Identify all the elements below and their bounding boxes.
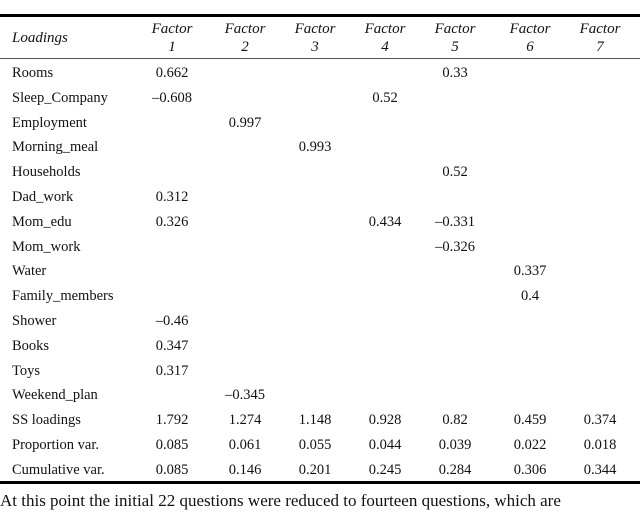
column-header-factor-3: Factor 3: [280, 20, 350, 56]
cell-value: 0.284: [438, 461, 472, 478]
table-row: Shower –0.46: [0, 309, 640, 334]
row-label: Shower: [12, 313, 57, 329]
cell-value: 0.997: [228, 114, 262, 131]
row-label: Rooms: [12, 65, 54, 81]
row-label: Mom_edu: [12, 213, 72, 230]
table-row: Cumulative var. 0.085 0.146 0.201 0.245 0.284…: [0, 458, 640, 483]
cell-value: 0.347: [155, 337, 189, 354]
cell-value: 0.52: [442, 164, 468, 181]
cell-value: –0.46: [155, 313, 189, 329]
column-header-factor-1: Factor 1: [137, 20, 207, 56]
cell-value: 0.055: [298, 437, 332, 453]
cell-value: 0.146: [228, 461, 262, 478]
row-label: Toys: [12, 362, 40, 379]
cell-value: 0.306: [513, 461, 547, 478]
cell-value: 0.4: [520, 288, 540, 305]
cell-value: 0.33: [442, 65, 468, 81]
cell-value: –0.608: [152, 89, 192, 106]
row-label: SS loadings: [12, 412, 81, 429]
column-header-word: Factor: [294, 21, 336, 37]
column-header-factor-5: Factor 5: [420, 20, 490, 56]
column-header-factor-2: Factor 2: [210, 20, 280, 56]
row-label: Morning_meal: [12, 139, 99, 156]
column-header-number: 1: [168, 39, 176, 55]
column-header-number: 6: [526, 39, 534, 55]
column-header-word: Factor: [434, 21, 476, 37]
cell-value: 0.928: [368, 412, 402, 429]
table-row: Households 0.52: [0, 160, 640, 185]
table-row: SS loadings 1.792 1.274 1.148 0.928 0.82 0.459…: [0, 408, 640, 433]
column-header-word: Factor: [151, 21, 193, 37]
table-row: Toys 0.317: [0, 359, 640, 384]
header-rule: [0, 58, 640, 59]
cell-value: 0.312: [155, 189, 189, 205]
cell-value: 1.274: [228, 412, 262, 429]
table-row: Weekend_plan –0.345: [0, 383, 640, 408]
cell-value: 0.993: [298, 139, 332, 156]
cell-value: –0.331: [435, 213, 475, 230]
row-label: Cumulative var.: [12, 461, 105, 478]
cell-value: 0.52: [372, 89, 398, 106]
table-row: Proportion var. 0.085 0.061 0.055 0.044 0.039…: [0, 433, 640, 458]
table-row: Sleep_Company –0.608 0.52: [0, 86, 640, 111]
row-label: Mom_work: [12, 238, 81, 255]
column-header-word: Factor: [224, 21, 266, 37]
column-header-number: 2: [241, 39, 249, 55]
cell-value: 0.82: [442, 412, 468, 429]
cell-value: 0.326: [155, 213, 189, 230]
cell-value: 0.344: [583, 461, 617, 478]
cell-value: 0.022: [513, 437, 547, 453]
cell-value: 0.317: [155, 362, 189, 379]
body-paragraph: At this point the initial 22 questions w…: [0, 491, 561, 510]
cell-value: 1.792: [155, 412, 189, 429]
table-top-rule: [0, 14, 640, 17]
cell-value: 0.018: [583, 437, 617, 453]
cell-value: 0.459: [513, 412, 547, 429]
table-row: Mom_work –0.326: [0, 235, 640, 260]
table-row: Family_members 0.4: [0, 284, 640, 309]
row-label: Proportion var.: [12, 437, 99, 453]
cell-value: 0.044: [368, 437, 402, 453]
cell-value: 0.085: [155, 461, 189, 478]
table-bottom-rule: [0, 481, 640, 484]
table-row: Dad_work 0.312: [0, 185, 640, 210]
cell-value: 0.201: [298, 461, 332, 478]
cell-value: 0.085: [155, 437, 189, 453]
cell-value: –0.326: [435, 238, 475, 255]
column-header-word: Factor: [364, 21, 406, 37]
cell-value: 0.434: [368, 213, 402, 230]
cell-value: 0.374: [583, 412, 617, 429]
cell-value: 0.039: [438, 437, 472, 453]
column-header-word: Factor: [509, 21, 551, 37]
cell-value: 1.148: [298, 412, 332, 429]
column-header-number: 5: [451, 39, 459, 55]
row-label: Sleep_Company: [12, 89, 108, 106]
row-label: Books: [12, 337, 50, 354]
row-label: Family_members: [12, 288, 114, 305]
column-header-number: 7: [596, 39, 604, 55]
table-row: Employment 0.997: [0, 111, 640, 136]
column-header-factor-6: Factor 6: [495, 20, 565, 56]
column-header-number: 3: [311, 39, 319, 55]
row-label: Households: [12, 164, 81, 181]
cell-value: 0.662: [155, 65, 189, 81]
cell-value: 0.061: [228, 437, 262, 453]
column-header-factor-4: Factor 4: [350, 20, 420, 56]
row-label: Dad_work: [12, 189, 74, 205]
column-header-factor-7: Factor 7: [565, 20, 635, 56]
header-loadings: Loadings: [12, 30, 68, 46]
cell-value: 0.245: [368, 461, 402, 478]
row-label: Water: [12, 263, 47, 280]
cell-value: –0.345: [225, 387, 265, 404]
table-row: Mom_edu 0.326 0.434 –0.331: [0, 210, 640, 235]
row-label: Weekend_plan: [12, 387, 98, 404]
table-row: Rooms 0.662 0.33: [0, 61, 640, 86]
table-row: Morning_meal 0.993: [0, 135, 640, 160]
cell-value: 0.337: [513, 263, 547, 280]
row-label: Employment: [12, 114, 87, 131]
column-header-word: Factor: [579, 21, 621, 37]
column-header-number: 4: [381, 39, 389, 55]
table-row: Books 0.347: [0, 334, 640, 359]
table-row: Water 0.337: [0, 259, 640, 284]
